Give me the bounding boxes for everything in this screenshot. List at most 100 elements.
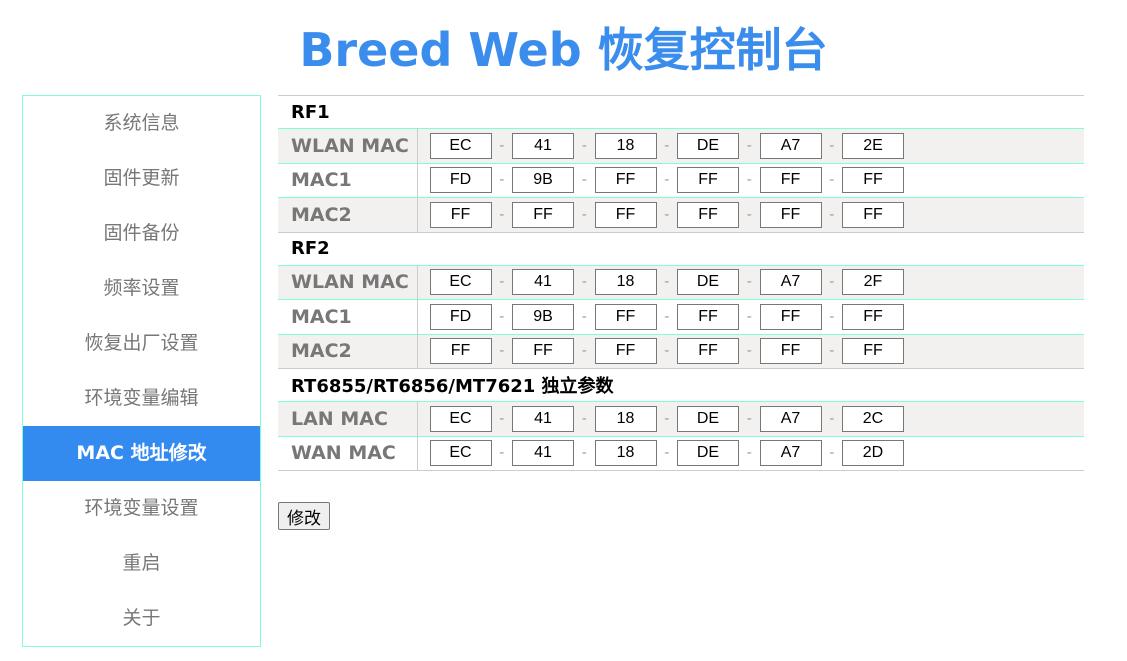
mac-fields: ----- — [417, 197, 1084, 232]
separator: - — [829, 308, 835, 325]
mac-octet-input[interactable] — [429, 338, 492, 365]
mac-octet-input[interactable] — [842, 201, 904, 228]
separator: - — [664, 137, 670, 154]
separator: - — [664, 343, 670, 360]
mac-octet-input[interactable] — [512, 440, 574, 467]
sidebar-item-4[interactable]: 恢复出厂设置 — [84, 332, 199, 354]
mac-octet-input[interactable] — [842, 269, 904, 296]
submit-button[interactable]: 修改 — [278, 502, 330, 530]
mac-octet-input[interactable] — [842, 405, 904, 432]
mac-fields: ----- — [417, 333, 1084, 369]
mac-fields: ----- — [417, 162, 1084, 198]
separator: - — [499, 410, 505, 427]
mac-octet-input[interactable] — [677, 201, 739, 228]
sidebar-item-8[interactable]: 重启 — [122, 552, 161, 574]
sidebar-item-5[interactable]: 环境变量编辑 — [84, 387, 199, 409]
mac-octet-input[interactable] — [429, 269, 492, 296]
mac-octet-input[interactable] — [677, 338, 739, 365]
separator: - — [581, 410, 587, 427]
mac-octet-input[interactable] — [429, 167, 492, 194]
mac-octet-input[interactable] — [759, 132, 822, 159]
separator: - — [746, 172, 752, 189]
sidebar-item-0[interactable]: 系统信息 — [103, 112, 180, 134]
separator: - — [746, 445, 752, 462]
mac-octet-input[interactable] — [429, 201, 492, 228]
mac-octet-input[interactable] — [594, 167, 657, 194]
mac-octet-input[interactable] — [842, 132, 904, 159]
sidebar-item-6[interactable]: MAC 地址修改 — [23, 426, 260, 481]
mac-octet-input[interactable] — [759, 201, 822, 228]
mac-octet-input[interactable] — [677, 440, 739, 467]
separator: - — [581, 445, 587, 462]
mac-octet-input[interactable] — [594, 405, 657, 432]
mac-octet-input[interactable] — [759, 269, 822, 296]
separator: - — [746, 343, 752, 360]
mac-octet-input[interactable] — [429, 440, 492, 467]
mac-octet-input[interactable] — [677, 303, 739, 330]
sidebar-item-3[interactable]: 频率设置 — [103, 277, 180, 299]
sidebar-item-1[interactable]: 固件更新 — [103, 167, 180, 189]
mac-octet-input[interactable] — [594, 132, 657, 159]
mac-octet-input[interactable] — [677, 132, 739, 159]
mac-fields: ----- — [417, 264, 1084, 300]
mac-octet-input[interactable] — [842, 167, 904, 194]
mac-row: MAC1 - - - - - — [278, 162, 1084, 198]
mac-octet-input[interactable] — [759, 405, 822, 432]
mac-octet-input[interactable] — [594, 303, 657, 330]
mac-octet-input[interactable] — [512, 269, 574, 296]
mac-fields: ----- — [417, 435, 1084, 471]
separator: - — [829, 137, 835, 154]
mac-octet-input[interactable] — [842, 303, 904, 330]
mac-octet-input[interactable] — [594, 269, 657, 296]
mac-octet-input[interactable] — [429, 132, 492, 159]
mac-octet-input[interactable] — [512, 338, 574, 365]
mac-octet-input[interactable] — [594, 201, 657, 228]
separator: - — [581, 308, 587, 325]
separator: - — [829, 206, 835, 223]
mac-octet-input[interactable] — [759, 167, 822, 194]
sidebar-item-9[interactable]: 关于 — [122, 607, 161, 629]
mac-octet-input[interactable] — [677, 405, 739, 432]
mac-octet-input[interactable] — [429, 303, 492, 330]
separator: - — [499, 343, 505, 360]
separator: - — [746, 137, 752, 154]
separator: - — [499, 274, 505, 291]
separator: - — [499, 308, 505, 325]
section-header: RT6855/RT6856/MT7621 独立参数 — [278, 368, 1084, 402]
separator: - — [581, 137, 587, 154]
separator: - — [499, 445, 505, 462]
separator: - — [829, 172, 835, 189]
mac-octet-input[interactable] — [594, 338, 657, 365]
sidebar-item-2[interactable]: 固件备份 — [103, 222, 180, 244]
separator: - — [746, 308, 752, 325]
mac-label: MAC2 — [278, 333, 418, 369]
section-header: RF1 — [278, 95, 1084, 129]
mac-label: WAN MAC — [278, 435, 418, 471]
page-title: Breed Web 恢复控制台 — [299, 23, 828, 77]
mac-fields: ----- — [417, 128, 1084, 163]
mac-octet-input[interactable] — [759, 440, 822, 467]
separator: - — [664, 410, 670, 427]
mac-octet-input[interactable] — [677, 167, 739, 194]
mac-octet-input[interactable] — [512, 167, 574, 194]
mac-row: MAC2 - - - - - — [278, 333, 1084, 369]
mac-octet-input[interactable] — [512, 405, 574, 432]
mac-label: WLAN MAC — [278, 264, 418, 300]
mac-octet-input[interactable] — [594, 440, 657, 467]
mac-octet-input[interactable] — [759, 338, 822, 365]
mac-octet-input[interactable] — [677, 269, 739, 296]
sidebar: 系统信息固件更新固件备份频率设置恢复出厂设置 环境变量编辑 MAC 地址修改环境变量… — [22, 95, 261, 647]
mac-fields: ----- — [417, 401, 1084, 436]
sidebar-item-7[interactable]: 环境变量设置 — [84, 497, 199, 519]
separator: - — [664, 445, 670, 462]
mac-octet-input[interactable] — [512, 303, 574, 330]
mac-octet-input[interactable] — [512, 132, 574, 159]
mac-octet-input[interactable] — [842, 440, 904, 467]
mac-octet-input[interactable] — [759, 303, 822, 330]
mac-octet-input[interactable] — [842, 338, 904, 365]
mac-octet-input[interactable] — [512, 201, 574, 228]
mac-row: WLAN MAC - - - - - — [278, 264, 1084, 300]
separator: - — [746, 410, 752, 427]
mac-octet-input[interactable] — [429, 405, 492, 432]
